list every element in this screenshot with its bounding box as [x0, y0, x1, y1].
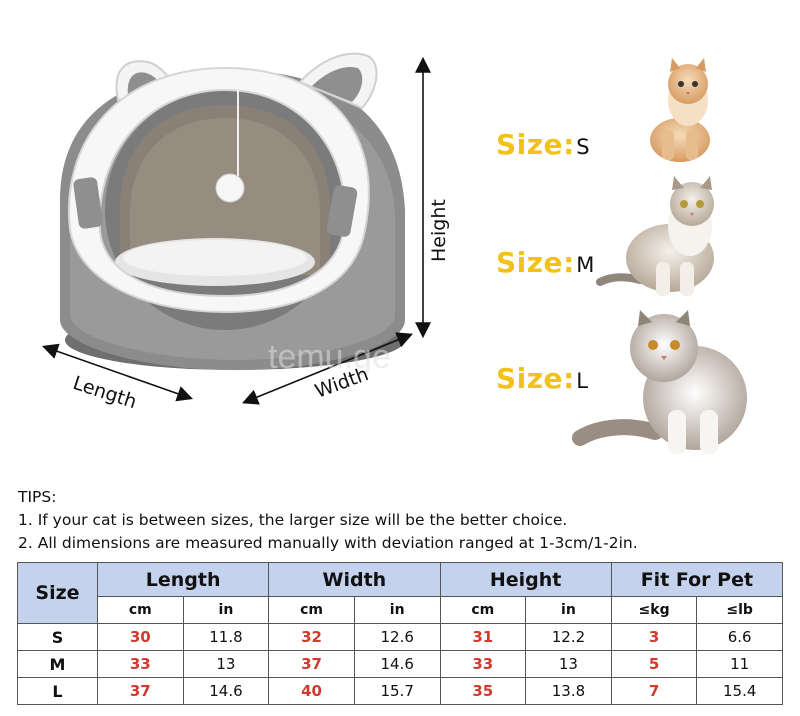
length-header: Length — [96, 562, 270, 597]
table-cell: 11.8 — [182, 623, 270, 651]
unit-header: cm — [268, 596, 355, 624]
table-cell: 12.6 — [353, 623, 441, 651]
table-cell: 5 — [610, 650, 698, 678]
cat-bed — [60, 52, 405, 370]
table-cell: 7 — [610, 677, 698, 705]
table-cell: 11 — [696, 650, 783, 678]
table-cell: 37 — [97, 677, 184, 705]
row-label: M — [17, 650, 98, 678]
table-cell: 37 — [268, 650, 355, 678]
unit-header: in — [182, 596, 270, 624]
tips-line-1: 1. If your cat is between sizes, the lar… — [18, 511, 568, 529]
table-cell: 14.6 — [182, 677, 270, 705]
table-group-header-row: Size Length Width Height Fit For Pet — [17, 562, 784, 624]
product-hero: temu.ge — [41, 52, 747, 454]
unit-header: in — [353, 596, 441, 624]
kitten-orange-illustration — [650, 58, 710, 162]
unit-header: cm — [97, 596, 184, 624]
size-column-header: Size — [17, 562, 98, 624]
table-cell: 30 — [97, 623, 184, 651]
width-arrow — [242, 332, 413, 405]
shorthair-cat-illustration — [596, 176, 714, 296]
table-cell: 32 — [268, 623, 355, 651]
table-cell: 15.4 — [696, 677, 783, 705]
height-header: Height — [439, 562, 612, 597]
size-prefix: Size — [496, 362, 564, 395]
unit-header: in — [525, 596, 612, 624]
tips-title: TIPS: — [18, 488, 57, 506]
table-cell: 15.7 — [353, 677, 441, 705]
table-cell: 13.8 — [525, 677, 612, 705]
tips-line-2: 2. All dimensions are measured manually … — [18, 534, 638, 552]
fit-for-pet-header: Fit For Pet — [610, 562, 784, 597]
size-value: L — [576, 369, 588, 393]
table-cell: 33 — [439, 650, 527, 678]
size-prefix: Size — [496, 128, 564, 161]
row-label: S — [17, 623, 98, 651]
table-cell: 6.6 — [696, 623, 783, 651]
unit-header: ≤kg — [610, 596, 698, 624]
table-cell: 13 — [182, 650, 270, 678]
size-value: S — [576, 135, 590, 159]
size-label-m: Size: M — [496, 246, 594, 279]
table-cell: 13 — [525, 650, 612, 678]
size-colon: : — [563, 362, 575, 395]
table-row: L 37 14.6 40 15.7 35 13.8 7 15.4 — [17, 677, 783, 705]
table-cell: 31 — [439, 623, 527, 651]
table-cell: 3 — [610, 623, 698, 651]
table-cell: 33 — [97, 650, 184, 678]
watermark: temu.ge — [268, 338, 391, 376]
cat-bed-illustration: temu.ge — [41, 52, 747, 454]
table-row: M 33 13 37 14.6 33 13 5 11 — [17, 650, 783, 678]
table-row: S 30 11.8 32 12.6 31 12.2 3 6.6 — [17, 623, 783, 651]
unit-header: cm — [439, 596, 527, 624]
size-colon: : — [563, 246, 575, 279]
table-cell: 14.6 — [353, 650, 441, 678]
size-label-l: Size: L — [496, 362, 588, 395]
length-arrow — [41, 343, 194, 402]
table-cell: 35 — [439, 677, 527, 705]
width-header: Width — [268, 562, 441, 597]
size-label-s: Size: S — [496, 128, 590, 161]
row-label: L — [17, 677, 98, 705]
unit-header: ≤lb — [696, 596, 783, 624]
table-cell: 40 — [268, 677, 355, 705]
tips-section: TIPS: 1. If your cat is between sizes, t… — [18, 486, 638, 555]
fluffy-cat-illustration — [572, 310, 747, 454]
table-unit-row: cm in cm in cm in ≤kg ≤lb — [18, 596, 783, 624]
size-prefix: Size — [496, 246, 564, 279]
size-colon: : — [563, 128, 575, 161]
height-label: Height — [428, 199, 450, 262]
size-value: M — [576, 253, 595, 277]
size-chart-table: Size Length Width Height Fit For Pet cm … — [17, 562, 784, 705]
table-cell: 12.2 — [525, 623, 612, 651]
